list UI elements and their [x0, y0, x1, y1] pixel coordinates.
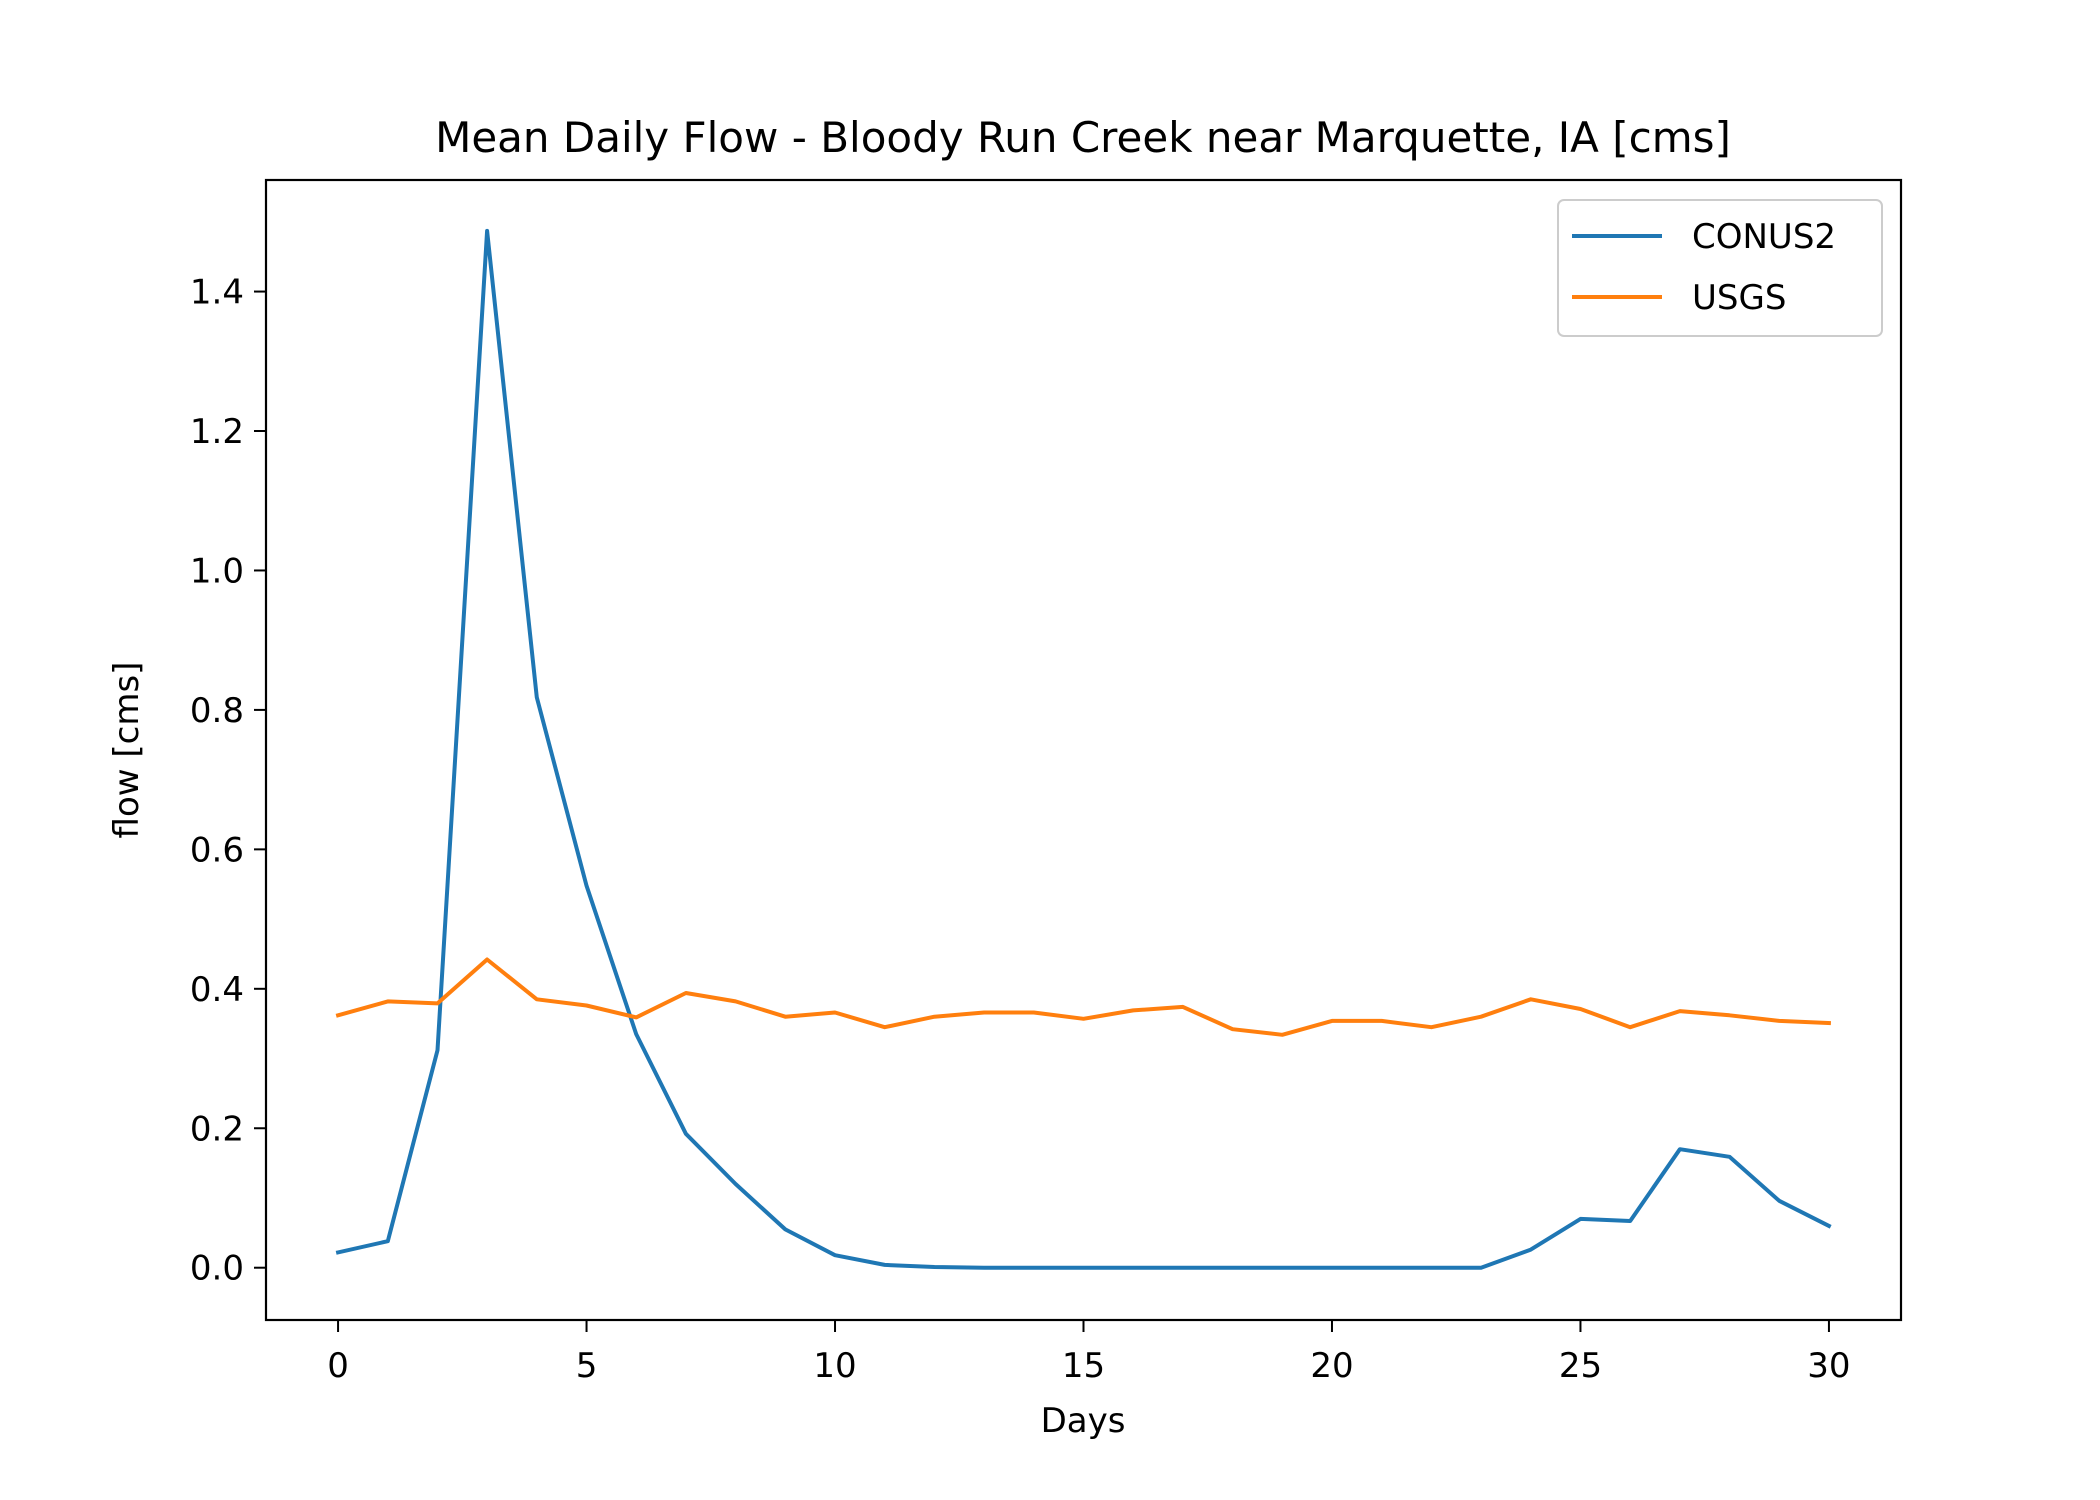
y-tick-label: 0.6: [190, 830, 244, 870]
y-tick-label: 1.4: [190, 273, 244, 313]
x-tick-label: 20: [1310, 1346, 1353, 1386]
chart-title: Mean Daily Flow - Bloody Run Creek near …: [435, 113, 1731, 162]
x-tick-label: 25: [1559, 1346, 1602, 1386]
y-tick-label: 0.8: [190, 691, 244, 731]
y-axis-label: flow [cms]: [107, 662, 147, 839]
y-tick-label: 0.0: [190, 1249, 244, 1289]
x-tick-label: 5: [576, 1346, 598, 1386]
x-tick-label: 15: [1062, 1346, 1105, 1386]
x-tick-label: 30: [1807, 1346, 1850, 1386]
series-line-usgs: [335, 957, 1831, 1037]
axes-layer: 0 5 10 15 20 25 30 0.0 0.2 0.4 0.6 0.8 1.0 1.2 1.4: [190, 273, 1851, 1386]
x-tick-label: 0: [327, 1346, 349, 1386]
series-line-conus2: [335, 228, 1832, 1270]
y-tick-label: 0.4: [190, 970, 244, 1010]
legend: CONUS2 USGS: [1557, 199, 1883, 337]
y-tick-label: 1.2: [190, 412, 244, 452]
plot-area-frame: [264, 178, 1903, 1322]
x-tick-label: 10: [813, 1346, 856, 1386]
y-tick-label: 0.2: [190, 1109, 244, 1149]
series-layer: [335, 228, 1832, 1270]
y-tick-label: 1.0: [190, 551, 244, 591]
legend-label-usgs: USGS: [1692, 278, 1786, 318]
x-axis-label: Days: [1041, 1401, 1126, 1441]
legend-label-conus2: CONUS2: [1692, 217, 1836, 257]
